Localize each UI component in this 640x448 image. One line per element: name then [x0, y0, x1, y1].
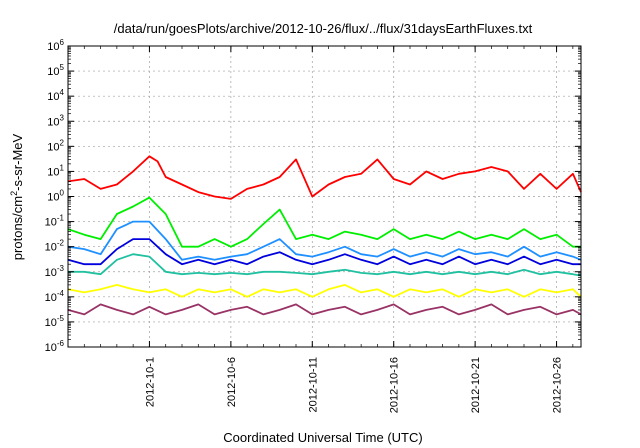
y-tick-exp: 5	[60, 63, 65, 72]
y-tick-base: 10	[47, 41, 59, 53]
y-tick-label: 105	[47, 63, 64, 78]
series-line-3	[67, 220, 582, 261]
x-tick-label: 2012-10-11	[307, 357, 319, 412]
y-tick-base: 10	[47, 116, 59, 128]
y-axis-ticks: 10-610-510-410-310-210-11001011021031041…	[45, 38, 581, 354]
y-tick-exp: 3	[60, 113, 65, 122]
y-tick-label: 100	[47, 189, 64, 204]
y-tick-exp: -6	[57, 339, 65, 348]
series-line-2	[67, 196, 581, 248]
x-axis-label: Coordinated Universal Time (UTC)	[223, 430, 422, 445]
x-tick-label: 2012-10-6	[226, 357, 238, 407]
y-tick-base: 10	[45, 217, 57, 229]
series-line-7	[67, 303, 582, 316]
y-tick-base: 10	[45, 242, 57, 254]
y-tick-label: 102	[47, 138, 64, 153]
y-tick-label: 103	[47, 113, 64, 128]
y-tick-exp: -1	[57, 214, 65, 223]
y-tick-base: 10	[47, 91, 59, 103]
y-tick-label: 10-4	[45, 289, 65, 304]
y-axis-label-base: protons/cm	[10, 196, 25, 260]
y-tick-label: 104	[47, 88, 64, 103]
y-tick-base: 10	[45, 292, 57, 304]
series-layer	[67, 155, 582, 316]
y-tick-exp: -5	[57, 314, 65, 323]
y-tick-label: 10-1	[45, 214, 65, 229]
y-tick-base: 10	[45, 317, 57, 329]
y-tick-base: 10	[47, 192, 59, 204]
y-tick-label: 10-5	[45, 314, 65, 329]
y-axis-label: protons/cm2-s-sr-MeV	[9, 133, 25, 260]
y-tick-label: 10-3	[45, 264, 65, 279]
y-tick-exp: 4	[60, 88, 65, 97]
x-tick-label: 2012-10-21	[470, 357, 482, 413]
x-tick-label: 2012-10-26	[552, 357, 564, 413]
y-tick-label: 106	[47, 38, 64, 53]
y-tick-base: 10	[45, 342, 57, 354]
y-axis-label-sup: 2	[9, 191, 19, 196]
series-line-4	[67, 238, 581, 266]
y-tick-base: 10	[47, 141, 59, 153]
x-tick-label: 2012-10-1	[144, 357, 156, 407]
y-tick-exp: -4	[57, 289, 65, 298]
x-axis-ticks: 2012-10-1 2012-10-6 2012-10-11 2012-10-16 20…	[67, 46, 574, 413]
y-axis-label-rest: -s-sr-MeV	[10, 133, 25, 190]
series-line-5	[68, 253, 582, 277]
y-tick-exp: 1	[60, 163, 65, 172]
chart-title: /data/run/goesPlots/archive/2012-10-26/f…	[114, 21, 533, 36]
y-tick-exp: -3	[57, 264, 65, 273]
y-tick-label: 10-6	[45, 339, 65, 354]
y-tick-exp: 2	[60, 138, 65, 147]
y-tick-exp: 6	[60, 38, 65, 47]
series-line-1	[67, 155, 582, 200]
y-tick-label: 10-2	[45, 239, 65, 254]
y-tick-exp: 0	[60, 189, 65, 198]
y-tick-label: 101	[47, 163, 64, 178]
series-line-6	[67, 283, 582, 298]
x-tick-label: 2012-10-16	[389, 357, 401, 413]
y-tick-base: 10	[47, 166, 59, 178]
y-tick-base: 10	[47, 66, 59, 78]
y-tick-exp: -2	[57, 239, 65, 248]
y-tick-base: 10	[45, 267, 57, 279]
